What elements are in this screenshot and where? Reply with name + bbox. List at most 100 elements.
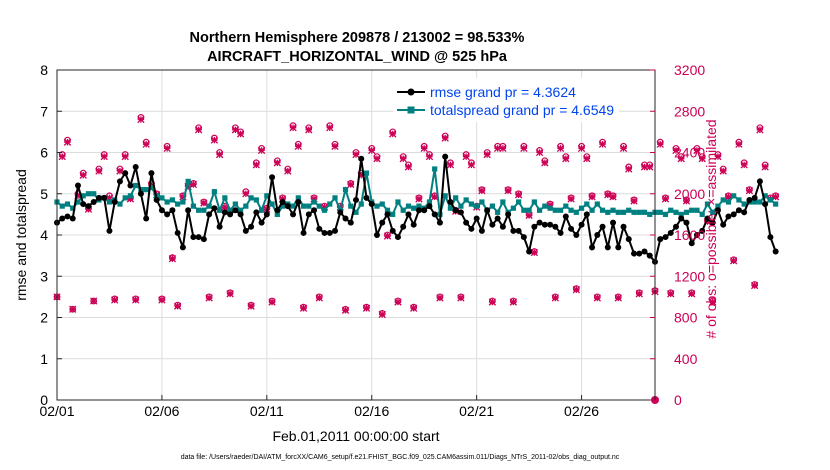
rmse-point [615, 244, 622, 251]
obs-assimilated-point [609, 193, 617, 201]
rmse-point [185, 207, 192, 214]
totalspread-point [757, 199, 763, 205]
totalspread-point [678, 211, 684, 217]
obs-assimilated-point [58, 152, 66, 161]
obs-assimilated-point [273, 159, 281, 167]
obs-assimilated-point [672, 146, 680, 155]
rmse-point [457, 209, 464, 216]
totalspread-point [626, 207, 632, 213]
totalspread-point [70, 205, 76, 211]
obs-assimilated-point [677, 155, 685, 163]
y-tick-label-left: 1 [40, 351, 48, 367]
obs-assimilated-point [137, 115, 145, 124]
totalspread-point [589, 207, 595, 213]
y-axis-left-label: rmse and totalspread [13, 169, 29, 301]
obs-assimilated-point [745, 186, 754, 195]
x-axis: 02/01 02/06 02/11 02/16 02/21 02/26 [39, 395, 599, 419]
obs-assimilated-point [541, 159, 549, 167]
rmse-line [56, 156, 777, 264]
y-tick-label-right: 0 [674, 392, 682, 408]
rmse-point [410, 221, 417, 228]
rmse-point [599, 223, 606, 230]
obs-assimilated-point [362, 304, 371, 312]
rmse-point [179, 244, 186, 251]
rmse-point [431, 211, 438, 218]
rmse-point [106, 227, 113, 234]
totalspread-point [222, 195, 228, 201]
obs-assimilated-point [257, 146, 266, 155]
rmse-point [641, 248, 648, 255]
obs-assimilated-point [488, 298, 497, 306]
obs-assimilated-point [111, 296, 119, 304]
rmse-point [678, 215, 685, 222]
totalspread-point [542, 203, 548, 209]
rmse-point [531, 223, 538, 230]
y-tick-label-right: 3200 [674, 62, 705, 78]
obs-assimilated-point [719, 167, 727, 175]
obs-assimilated-point [520, 144, 528, 153]
legend: rmse grand pr = 4.3624 totalspread grand… [393, 78, 619, 122]
totalspread-point [253, 197, 259, 203]
rmse-point [636, 250, 643, 257]
footer-datafile: data file: /Users/raeder/DAI/ATM_forcXX/… [181, 454, 620, 461]
obs-assimilated-point [305, 126, 313, 134]
obs-assimilated-point [389, 130, 397, 138]
rmse-point [101, 194, 108, 201]
y-tick-label-right: 400 [674, 351, 698, 367]
rmse-point [442, 153, 449, 160]
rmse-point [510, 227, 517, 234]
totalspread-point [584, 201, 590, 207]
totalspread-point [489, 203, 495, 209]
rmse-point [332, 227, 339, 234]
rmse-point [494, 215, 501, 222]
totalspread-point [416, 203, 422, 209]
obs-assimilated-point [247, 302, 255, 310]
rmse-point [515, 227, 522, 234]
obs-assimilated-point [315, 294, 323, 302]
totalspread-point [248, 195, 254, 201]
totalspread-point [442, 193, 448, 199]
rmse-point [746, 196, 753, 203]
obs-assimilated-point [577, 144, 586, 153]
obs-assimilated-point [682, 197, 691, 205]
rmse-point [657, 236, 664, 243]
rmse-point [174, 229, 181, 236]
totalspread-point [353, 209, 359, 215]
totalspread-point [400, 207, 406, 213]
obs-assimilated-point [661, 195, 670, 203]
obs-assimilated-point [504, 186, 512, 195]
totalspread-point [447, 205, 454, 211]
rmse-point [274, 207, 281, 214]
rmse-point [248, 223, 255, 230]
rmse-point [520, 234, 527, 241]
obs-assimilated-point [163, 144, 171, 153]
obs-assimilated-point [640, 163, 649, 171]
rmse-point [284, 203, 291, 210]
rmse-point [363, 194, 370, 201]
totalspread-point [568, 207, 574, 213]
rmse-point [704, 215, 711, 222]
obs-assimilated-point [425, 152, 434, 161]
obs-assimilated-point [446, 161, 455, 169]
obs-assimilated-point [735, 140, 743, 148]
totalspread-point [668, 207, 674, 213]
rmse-point [389, 227, 396, 234]
totalspread-point [206, 203, 212, 209]
rmse-point [337, 209, 344, 216]
rmse-point [452, 207, 459, 214]
obs-assimilated-point [215, 150, 224, 159]
rmse-point [772, 248, 779, 255]
totalspread-point [468, 201, 475, 207]
totalspread-point [258, 207, 265, 213]
rmse-point [756, 178, 763, 185]
totalspread-point [75, 199, 81, 205]
x-tick-label: 02/16 [354, 403, 389, 419]
obs-assimilated-point [116, 167, 124, 175]
rmse-point [353, 196, 359, 203]
obs-assimilated-point [714, 152, 722, 161]
totalspread-point [741, 201, 747, 207]
totalspread-point [117, 201, 123, 207]
rmse-point [216, 223, 223, 230]
rmse-point [468, 225, 475, 232]
rmse-point [405, 211, 412, 218]
